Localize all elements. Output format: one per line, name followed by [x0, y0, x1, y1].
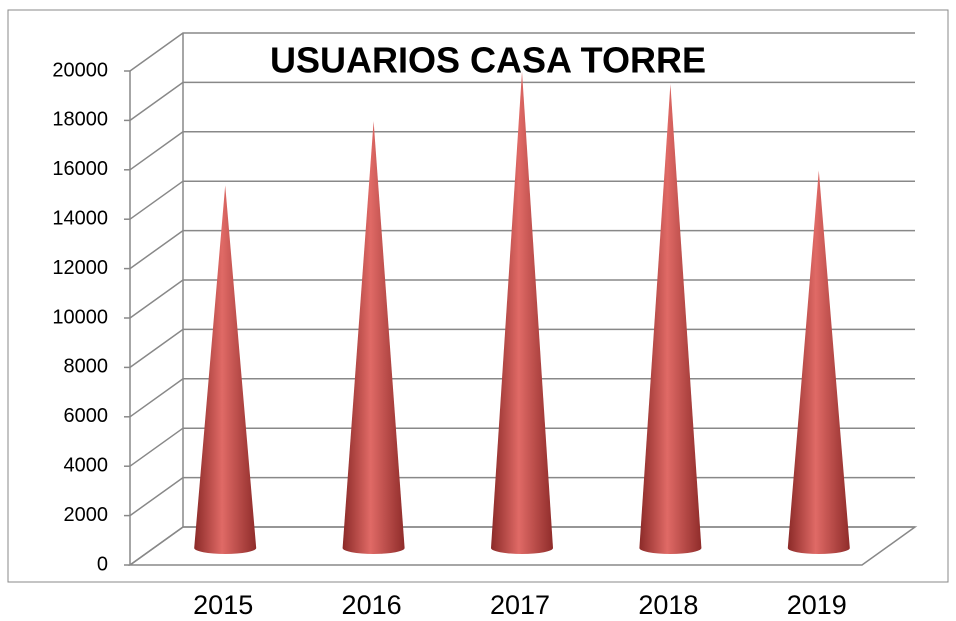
chart-frame	[7, 9, 949, 583]
y-tick-label: 10000	[52, 306, 108, 328]
y-tick-label: 16000	[52, 158, 108, 180]
cone-body	[639, 84, 702, 555]
cone	[194, 185, 257, 554]
y-tick-label: 14000	[52, 207, 108, 229]
cone-body	[194, 185, 257, 554]
x-tick-label: 2015	[193, 590, 253, 620]
y-tick-label: 0	[97, 553, 108, 575]
chart-title: USUARIOS CASA TORRE	[270, 40, 706, 81]
cone	[342, 121, 405, 554]
marks: 2015 2016 2017 2018 2019	[193, 71, 850, 620]
x-tick-label: 2016	[342, 590, 402, 620]
y-tick-label: 8000	[64, 356, 109, 378]
y-tick-label: 20000	[52, 59, 108, 81]
y-tick-label: 2000	[64, 504, 109, 526]
grid-line	[129, 32, 915, 72]
y-tick-label: 18000	[52, 109, 108, 131]
y-tick-label: 12000	[52, 257, 108, 279]
cone-body	[342, 121, 405, 554]
grid-line	[129, 81, 915, 122]
cone-body	[491, 71, 553, 554]
cone-body	[787, 170, 850, 554]
cone	[491, 71, 553, 554]
x-tick-label: 2019	[787, 590, 847, 620]
x-tick-label: 2018	[638, 590, 698, 620]
x-tick-label: 2017	[490, 590, 550, 620]
cone	[639, 84, 702, 555]
y-tick-label: 6000	[64, 405, 109, 427]
y-tick-label: 4000	[64, 454, 109, 476]
cone	[787, 170, 850, 554]
